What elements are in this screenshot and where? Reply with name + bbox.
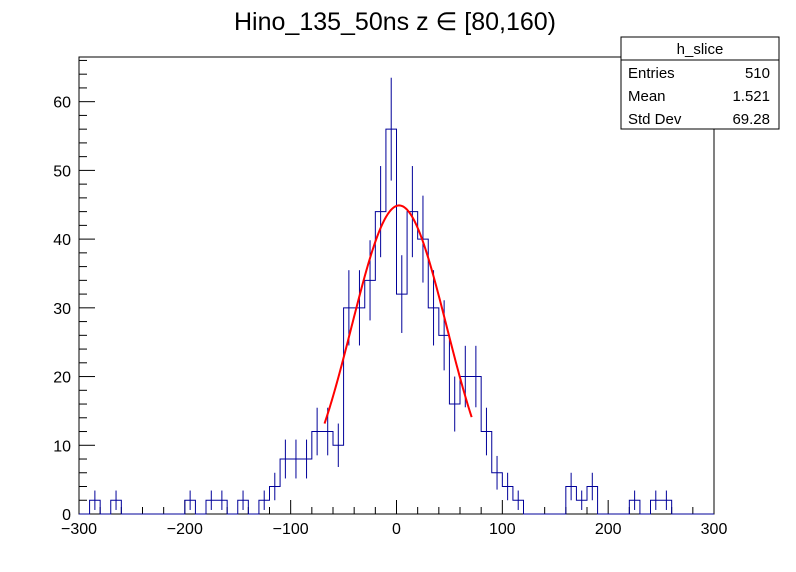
histogram-outline <box>79 128 714 515</box>
y-tick-label: 50 <box>53 163 71 180</box>
stats-entries-value: 510 <box>745 65 770 82</box>
x-tick-label: 300 <box>701 521 728 538</box>
stats-stddev-label: Std Dev <box>628 111 682 128</box>
stats-title: h_slice <box>677 41 724 58</box>
stats-mean-value: 1.521 <box>732 88 770 105</box>
x-tick-label: −300 <box>61 521 97 538</box>
gaussian-fit <box>323 204 473 424</box>
stats-box-frame <box>620 36 780 130</box>
stats-entries-label: Entries <box>628 65 675 82</box>
y-tick-label: 10 <box>53 438 71 455</box>
x-tick-label: −100 <box>273 521 309 538</box>
stats-box: h_slice Entries 510 Mean 1.521 Std Dev 6… <box>620 36 780 130</box>
x-tick-label: 0 <box>392 521 401 538</box>
histogram-series <box>79 77 714 515</box>
y-axis: 0 10 20 30 40 50 60 <box>53 59 95 524</box>
y-tick-label: 20 <box>53 370 71 387</box>
x-tick-label: 100 <box>489 521 516 538</box>
y-tick-label: 60 <box>53 95 71 112</box>
chart-title: Hino_135_50ns z ∈ [80,160) <box>234 8 556 36</box>
stats-mean-label: Mean <box>628 88 666 105</box>
y-tick-label: 40 <box>53 232 71 249</box>
x-axis: −300 −200 −100 0 100 200 300 <box>61 500 727 538</box>
fit-curve <box>323 204 473 424</box>
y-tick-label: 30 <box>53 301 71 318</box>
x-tick-label: 200 <box>595 521 622 538</box>
y-tick-label: 0 <box>62 507 71 524</box>
stats-stddev-value: 69.28 <box>732 111 770 128</box>
x-tick-label: −200 <box>167 521 203 538</box>
